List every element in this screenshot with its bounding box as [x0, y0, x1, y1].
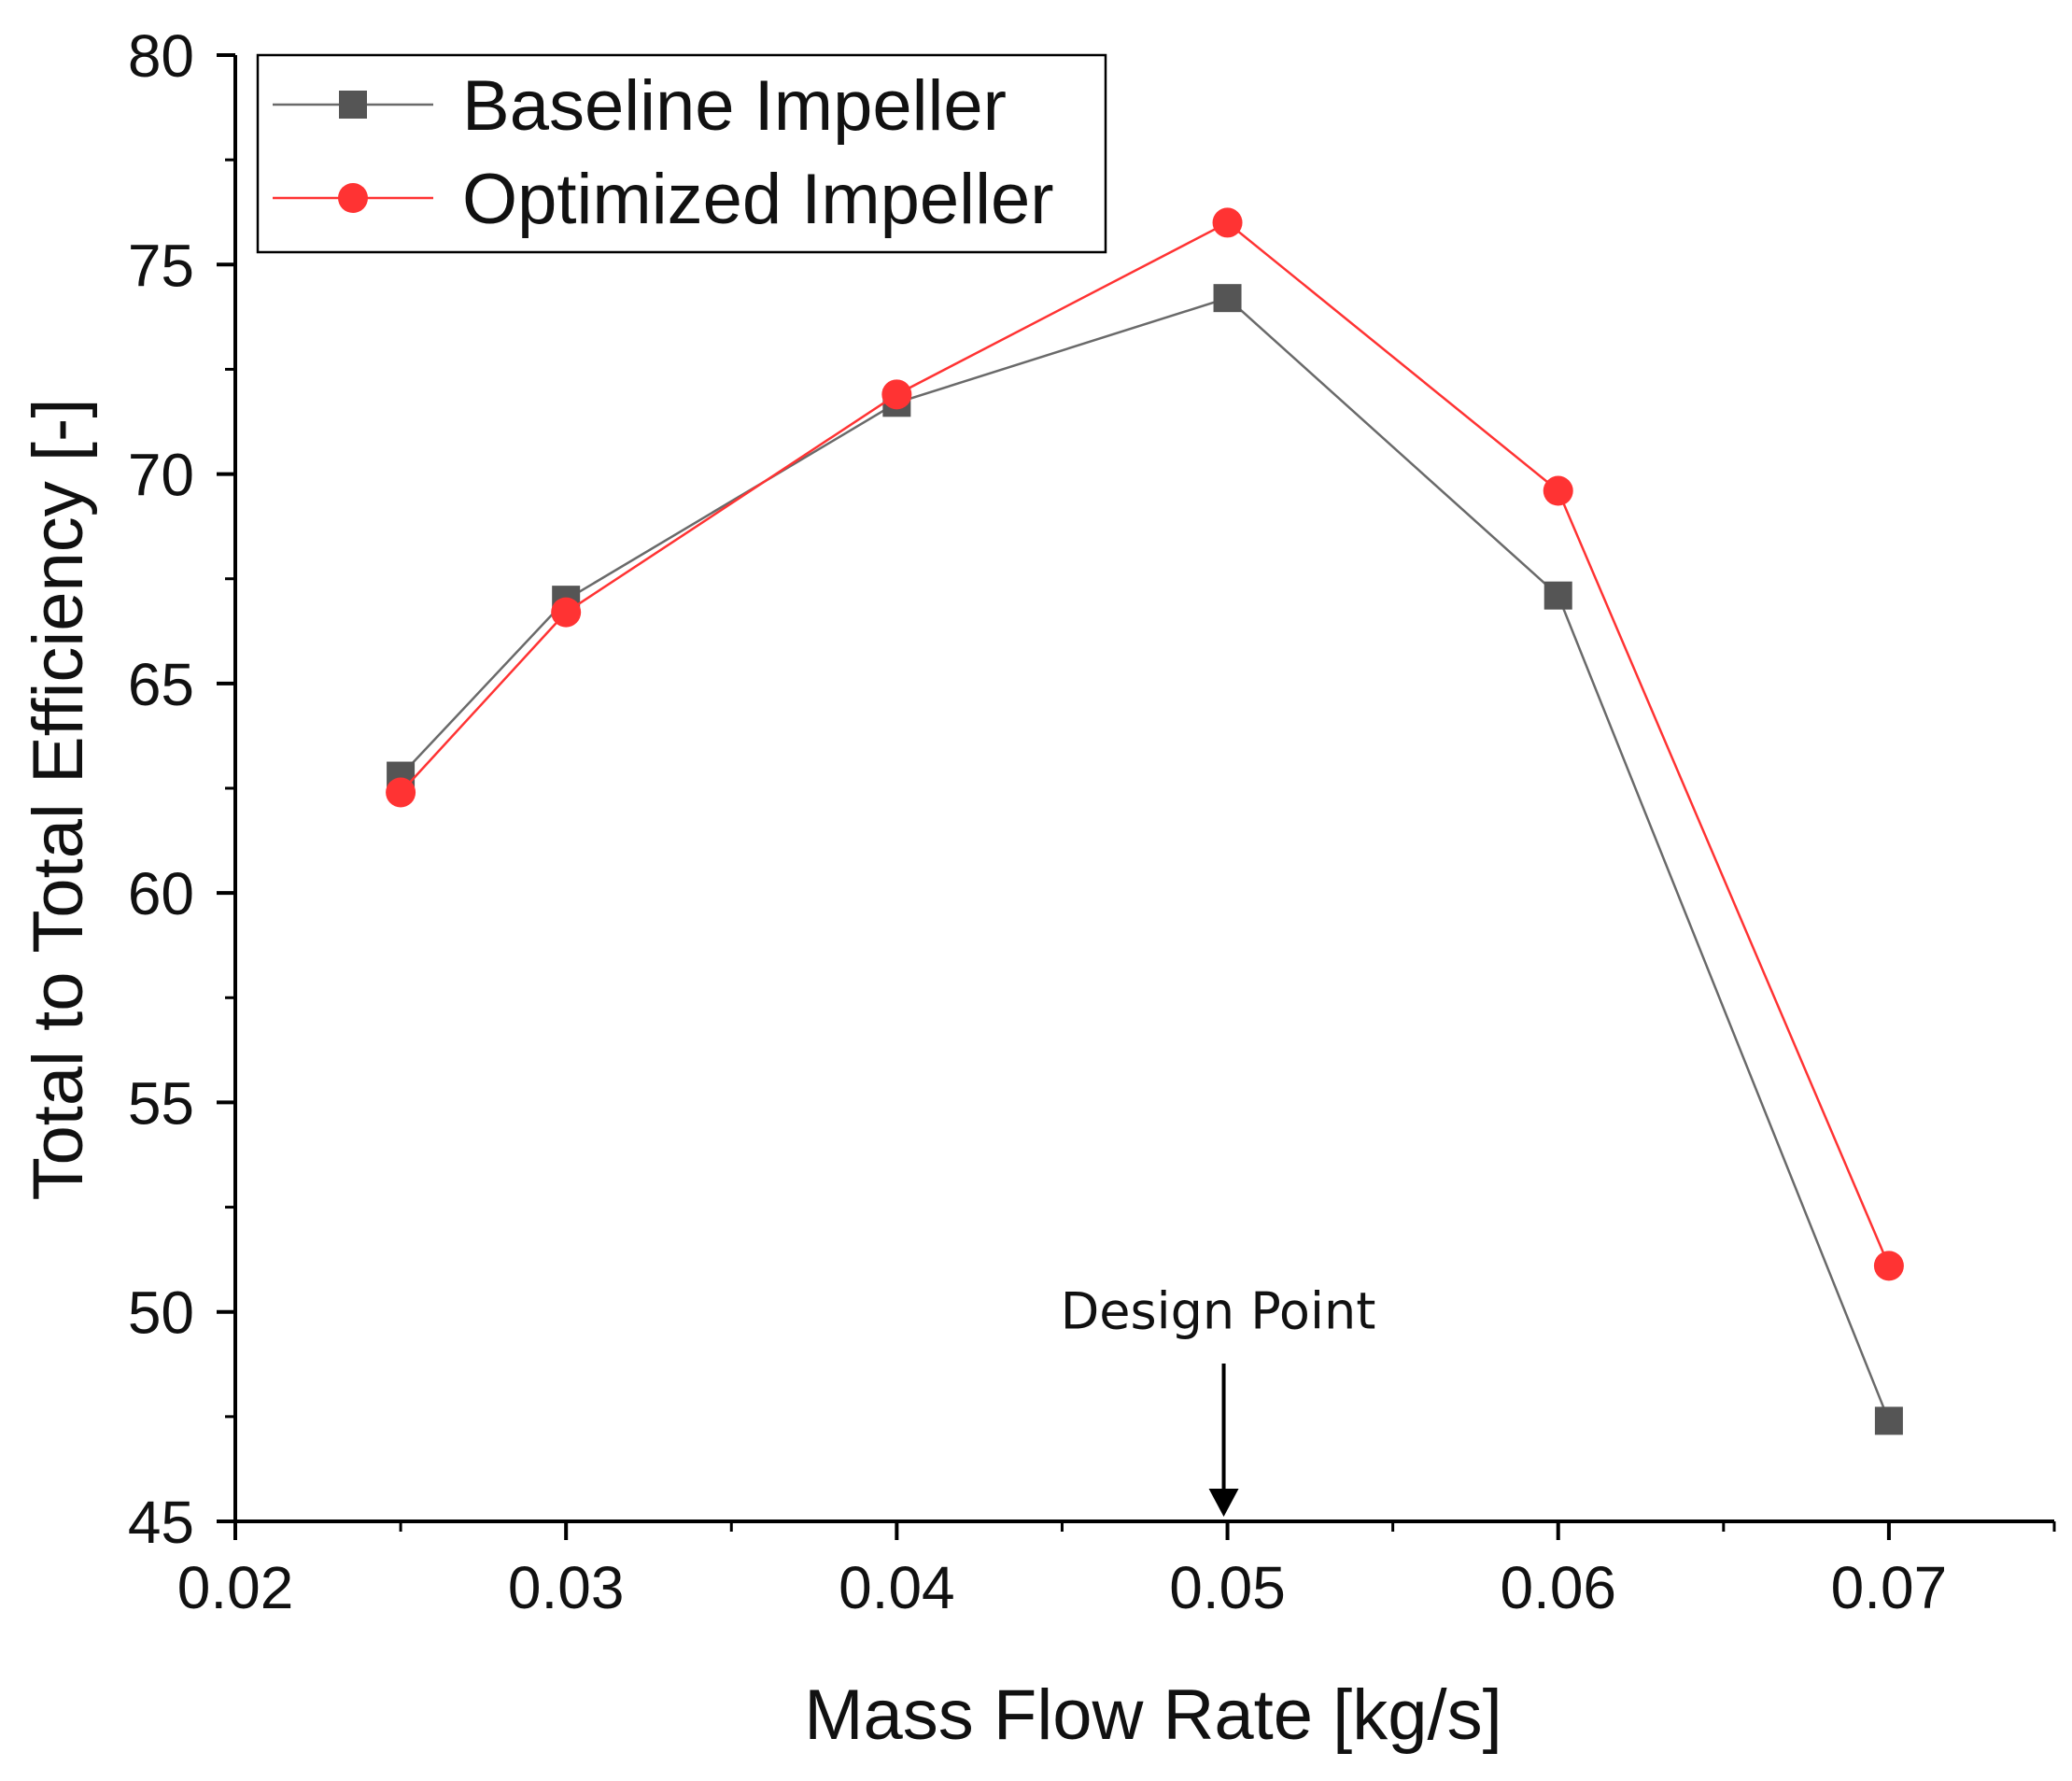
y-tick-label: 70 [128, 442, 194, 509]
legend-marker-square [339, 91, 367, 119]
series-line-baseline [400, 296, 1891, 1421]
y-tick-label: 75 [128, 232, 194, 299]
y-tick-label: 65 [128, 651, 194, 718]
x-tick-label: 0.03 [508, 1554, 625, 1621]
design-point-label: Design Point [1061, 1282, 1376, 1341]
x-axis-title: Mass Flow Rate [kg/s] [804, 1675, 1502, 1755]
optimized-data-point [386, 777, 416, 808]
optimized-data-point [551, 597, 582, 628]
optimized-data-point [881, 379, 912, 410]
baseline-data-point [1213, 284, 1242, 313]
series-layer [386, 207, 1904, 1435]
series-line-optimized [400, 220, 1891, 1266]
legend-label-optimized: Optimized Impeller [462, 160, 1054, 239]
x-tick-label: 0.05 [1169, 1554, 1286, 1621]
baseline-data-point [1543, 581, 1572, 610]
y-tick-label: 80 [128, 22, 194, 90]
design-point-arrow-head [1208, 1489, 1239, 1517]
legend-box [256, 53, 1107, 254]
optimized-data-point [1543, 475, 1573, 506]
y-tick-label: 55 [128, 1069, 194, 1137]
x-tick-label: 0.06 [1500, 1554, 1616, 1621]
x-tick-label: 0.02 [177, 1554, 294, 1621]
legend: Baseline Impeller Optimized Impeller [256, 53, 1107, 254]
x-tick-label: 0.07 [1831, 1554, 1948, 1621]
annotation-layer: Design Point [1061, 1282, 1376, 1517]
y-axis-title: Total to Total Efficiency [-] [19, 399, 98, 1201]
legend-label-baseline: Baseline Impeller [462, 66, 1007, 146]
y-tick-label: 60 [128, 860, 194, 927]
axes-layer: 0.02 0.03 0.04 0.05 0.06 0.07 45 50 55 60 65 70 75 80… [19, 22, 2056, 1755]
legend-marker-circle [338, 183, 368, 213]
baseline-data-point [1874, 1406, 1903, 1435]
y-tick-label: 50 [128, 1279, 194, 1347]
optimized-data-point [1873, 1251, 1904, 1281]
optimized-data-point [1212, 207, 1243, 238]
y-tick-label: 45 [128, 1489, 194, 1556]
x-tick-label: 0.04 [839, 1554, 955, 1621]
